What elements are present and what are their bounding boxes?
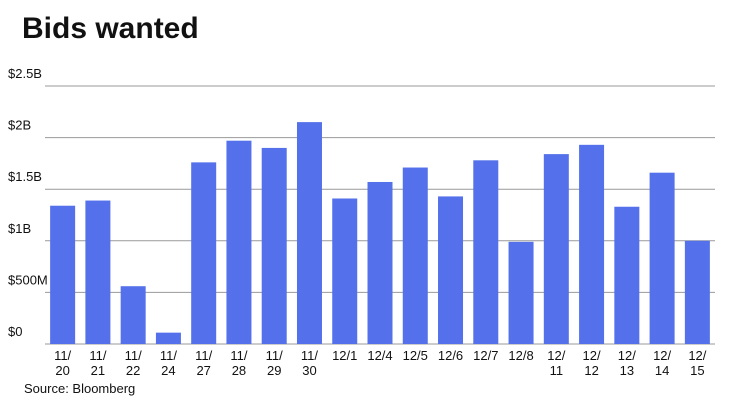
bar [261,147,287,344]
chart-title: Bids wanted [22,12,199,45]
bar [367,181,393,344]
x-tick-label: 11/27 [195,348,212,378]
bar [402,167,428,344]
y-tick-label: $2.5B [8,66,42,81]
y-tick-label: $500M [8,272,48,287]
y-tick-label: $0 [8,324,22,339]
x-tick-label: 11/21 [89,348,106,378]
x-tick-label: 11/29 [266,348,283,378]
y-tick-label: $1B [8,221,31,236]
x-tick-label: 12/8 [508,348,533,363]
x-tick-label: 11/30 [301,348,318,378]
y-tick-label: $2B [8,118,31,133]
bar [579,144,605,344]
bar [332,198,358,344]
x-tick-label: 12/4 [367,348,392,363]
bar [473,160,499,344]
bar [438,196,464,344]
x-tick-label: 12/11 [547,348,565,378]
bar [50,205,76,344]
y-tick-label: $1.5B [8,169,42,184]
x-tick-label: 12/5 [403,348,428,363]
bar [120,286,146,344]
bar [508,241,534,344]
bar [191,162,217,344]
bar [543,154,569,344]
x-tick-label: 12/13 [618,348,636,378]
x-tick-label: 11/22 [125,348,142,378]
x-tick-label: 12/1 [332,348,357,363]
x-tick-label: 12/12 [583,348,601,378]
x-tick-label: 11/20 [54,348,71,378]
x-tick-label: 12/6 [438,348,463,363]
bar [684,240,710,344]
bar [155,332,181,344]
bar [614,206,640,344]
x-tick-label: 12/15 [688,348,706,378]
bar [649,172,675,344]
bar [85,200,111,344]
x-tick-label: 12/14 [653,348,671,378]
x-tick-label: 11/28 [230,348,247,378]
bar [296,122,322,345]
x-tick-label: 11/24 [160,348,177,378]
source: Source: Bloomberg [24,381,135,396]
bar [226,140,252,344]
x-tick-label: 12/7 [473,348,498,363]
